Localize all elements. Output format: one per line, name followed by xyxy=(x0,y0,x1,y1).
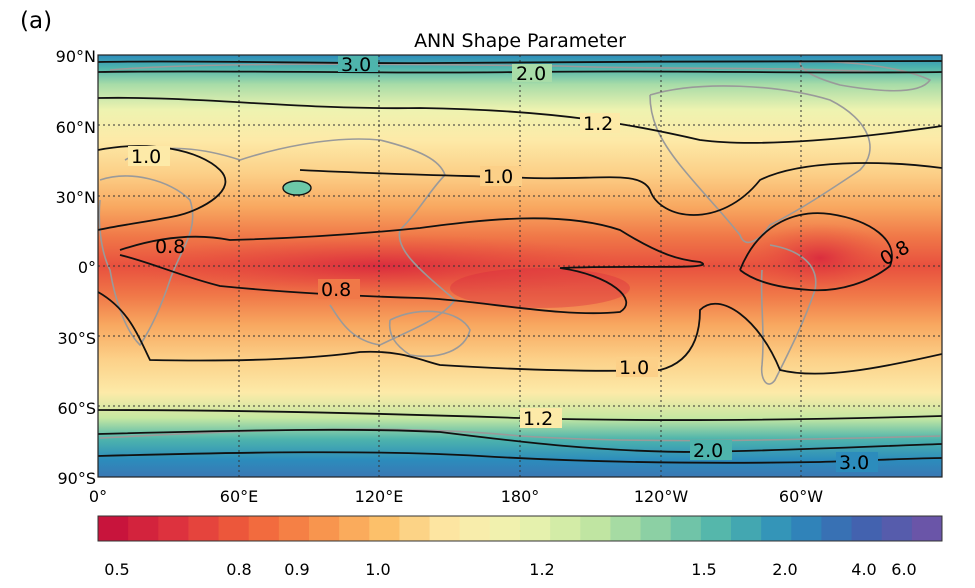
colorbar-swatch xyxy=(429,516,461,541)
colorbar-swatch xyxy=(248,516,280,541)
contour-1.0-south xyxy=(98,291,942,375)
colorbar-swatch xyxy=(489,516,521,541)
colorbar-swatch xyxy=(700,516,732,541)
colorbar-label-0.5: 0.5 xyxy=(104,560,130,579)
lat-label-90s: 90°S xyxy=(57,469,96,488)
contour-label-1.2-south: 1.2 xyxy=(523,408,553,430)
contour-label-3.0-south: 3.0 xyxy=(839,452,869,474)
colorbar-label-4.0: 4.0 xyxy=(851,560,877,579)
colorbar-label-1.0: 1.0 xyxy=(365,560,391,579)
colorbar-swatch xyxy=(158,516,189,541)
contour-label-0.8-pacific: 0.8 xyxy=(321,279,351,301)
colorbar-swatch xyxy=(309,516,340,541)
lat-label-0: 0° xyxy=(77,258,96,277)
contour-label-1.0-africa: 1.0 xyxy=(131,146,161,168)
map-title: ANN Shape Parameter xyxy=(414,30,626,52)
north-america-outline xyxy=(649,85,871,244)
lon-label-0: 0° xyxy=(88,487,108,506)
contour-label-3.0-north: 3.0 xyxy=(341,54,371,76)
contour-label-2.0-south: 2.0 xyxy=(693,440,723,462)
colorbar-swatch xyxy=(821,516,853,541)
colorbar-label-1.5: 1.5 xyxy=(691,560,717,579)
south-america-minimum xyxy=(750,223,890,293)
colorbar-label-0.9: 0.9 xyxy=(284,560,310,579)
tibet-highland xyxy=(282,180,312,196)
colorbar-swatch xyxy=(761,516,792,541)
colorbar-swatch xyxy=(911,516,943,541)
colorbar-label-6.0: 6.0 xyxy=(891,560,917,579)
colorbar xyxy=(98,516,943,541)
contour-label-1.2-north: 1.2 xyxy=(583,113,613,135)
colorbar-swatch xyxy=(278,516,310,541)
lon-label-60w: 60°W xyxy=(778,487,824,506)
colorbar-swatch xyxy=(851,516,883,541)
lon-label-120w: 120°W xyxy=(633,487,689,506)
south-america-outline xyxy=(760,244,817,385)
greenland-outline xyxy=(799,60,932,92)
contour-label-1.0-pacific: 1.0 xyxy=(483,166,513,188)
colorbar-swatch xyxy=(731,516,762,541)
colorbar-swatch xyxy=(520,516,551,541)
contour-label-2.0-north: 2.0 xyxy=(516,63,546,85)
colorbar-swatch xyxy=(459,516,491,541)
lat-label-60n: 60°N xyxy=(55,118,96,137)
contour-label-1.0-south: 1.0 xyxy=(619,357,649,379)
colorbar-swatch xyxy=(98,516,129,541)
colorbar-swatch xyxy=(399,516,431,541)
map-frame xyxy=(97,54,943,478)
contour-1.0-pacific xyxy=(299,162,942,216)
central-pacific-minimum xyxy=(450,268,630,308)
colorbar-swatch xyxy=(339,516,370,541)
lat-label-90n: 90°N xyxy=(55,47,96,66)
colorbar-swatch xyxy=(610,516,642,541)
colorbar-swatch xyxy=(369,516,400,541)
lat-label-30s: 30°S xyxy=(57,329,96,348)
lon-label-60e: 60°E xyxy=(219,487,259,506)
panel-label: (a) xyxy=(20,8,53,34)
colorbar-frame xyxy=(97,515,943,542)
lon-label-180: 180° xyxy=(500,487,540,506)
lon-label-120e: 120°E xyxy=(354,487,404,506)
colorbar-swatch xyxy=(550,516,581,541)
colorbar-swatch xyxy=(580,516,611,541)
contour-3.0-north xyxy=(98,60,942,65)
colorbar-swatch xyxy=(128,516,159,541)
colorbar-label-0.8: 0.8 xyxy=(226,560,252,579)
lat-label-60s: 60°S xyxy=(57,399,96,418)
colorbar-label-2.0: 2.0 xyxy=(772,560,798,579)
lat-label-30n: 30°N xyxy=(55,188,96,207)
contour-label-0.8-africa: 0.8 xyxy=(155,236,185,258)
contour-0.8-atlantic xyxy=(739,212,893,292)
contour-1.2-north xyxy=(98,96,942,144)
africa-outline xyxy=(98,175,194,347)
colorbar-swatch xyxy=(881,516,913,541)
colorbar-swatch xyxy=(188,516,220,541)
colorbar-swatch xyxy=(218,516,250,541)
colorbar-label-1.2: 1.2 xyxy=(529,560,555,579)
contour-2.0-south xyxy=(98,428,942,453)
colorbar-swatch xyxy=(791,516,822,541)
colorbar-swatch xyxy=(640,516,672,541)
australia-outline xyxy=(388,310,471,357)
colorbar-swatch xyxy=(670,516,702,541)
